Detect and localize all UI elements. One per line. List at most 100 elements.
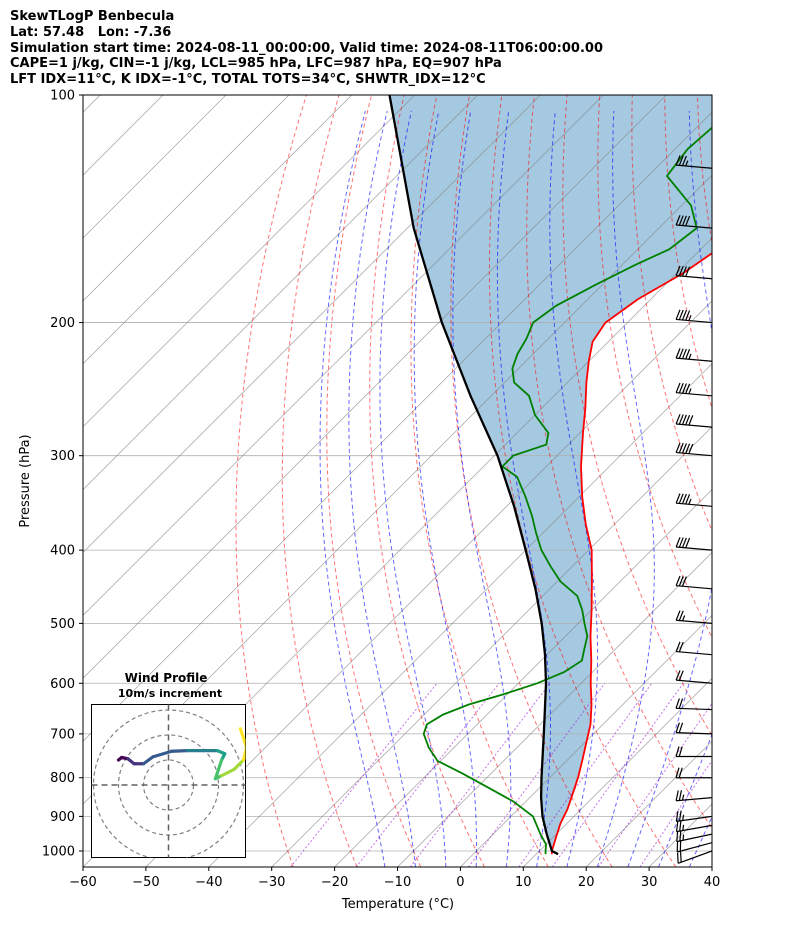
moist-adiabat-line bbox=[549, 110, 599, 867]
wind-barb-feather bbox=[681, 615, 686, 622]
wind-barb-feather bbox=[675, 348, 681, 359]
chart-header: SkewTLogP Benbecula Lat: 57.48 Lon: -7.36… bbox=[10, 9, 603, 88]
mixing-ratio-line bbox=[551, 683, 684, 867]
wind-barb-feather bbox=[678, 215, 684, 226]
wind-barb-feather bbox=[675, 810, 679, 822]
isotherm-line bbox=[397, 552, 712, 867]
wind-barb bbox=[675, 722, 712, 735]
wind-barb-staff bbox=[676, 224, 712, 229]
x-tick-label: 40 bbox=[704, 875, 721, 890]
dry-adiabat-line bbox=[410, 95, 549, 867]
wind-barb bbox=[675, 746, 712, 758]
wind-barb-staff bbox=[676, 274, 712, 280]
wind-barb-feather bbox=[685, 349, 691, 360]
wind-barb bbox=[675, 575, 712, 590]
station-title: SkewTLogP Benbecula bbox=[10, 9, 175, 24]
wind-barb-feather bbox=[688, 443, 694, 454]
wind-barb-staff bbox=[676, 318, 712, 324]
isotherm-line bbox=[271, 426, 712, 867]
wind-barb-feather bbox=[681, 215, 687, 226]
mixing-ratio-line bbox=[597, 702, 712, 867]
moist-adiabat-line bbox=[379, 110, 447, 867]
isotherm-line bbox=[208, 363, 712, 867]
wind-barb-feather bbox=[675, 746, 680, 757]
isotherm-line bbox=[83, 95, 478, 491]
wind-barb-feather bbox=[675, 575, 681, 586]
wind-barb-staff bbox=[676, 585, 712, 590]
wind-barb-feather bbox=[675, 722, 680, 733]
wind-barb-feather bbox=[681, 493, 687, 504]
wind-barb-feather bbox=[678, 790, 683, 801]
wind-barb bbox=[675, 414, 712, 428]
wind-barb bbox=[675, 767, 712, 779]
wind-barb-feather bbox=[685, 215, 691, 227]
mixing-ratio-line bbox=[290, 682, 438, 867]
isotherm-line bbox=[83, 95, 227, 239]
wind-barb-staff bbox=[676, 797, 712, 802]
wind-barb-feather bbox=[676, 82, 680, 92]
isotherm-line bbox=[145, 300, 712, 867]
wind-barb-feather bbox=[678, 746, 683, 757]
dry-adiabat-line bbox=[597, 95, 712, 639]
hodograph-segment bbox=[151, 749, 174, 759]
wind-barb-feather bbox=[675, 442, 681, 453]
isotherm-line bbox=[83, 95, 353, 365]
inset-plot bbox=[91, 704, 246, 858]
wind-barb-staff bbox=[676, 392, 712, 397]
wind-barb-feather bbox=[681, 155, 687, 166]
wind-barb-feather bbox=[685, 443, 691, 454]
wind-barb-feather bbox=[685, 414, 691, 426]
wind-barb-feather bbox=[676, 852, 679, 864]
isotherm-line bbox=[83, 95, 415, 428]
wind-barb-feather bbox=[681, 537, 687, 548]
wind-barb-feather bbox=[678, 767, 683, 778]
wind-barb-feather bbox=[685, 160, 689, 167]
hodograph-segment bbox=[216, 758, 224, 771]
wind-barb-feather bbox=[678, 641, 684, 653]
wind-barb-feather bbox=[676, 831, 679, 842]
wind-barb-staff bbox=[676, 451, 712, 457]
y-tick-label: 900 bbox=[50, 810, 75, 825]
x-axis-label: Temperature (°C) bbox=[341, 897, 454, 912]
wind-barb bbox=[676, 850, 712, 864]
pressure-gridlines bbox=[83, 95, 712, 852]
wind-barb-staff bbox=[676, 833, 712, 843]
wind-barb-feather bbox=[685, 494, 691, 505]
wind-barb bbox=[675, 641, 712, 656]
x-tick-label: 10 bbox=[515, 875, 532, 890]
moist-adiabat-line bbox=[720, 111, 794, 867]
wind-barb-feather bbox=[675, 265, 681, 276]
x-tick-label: −30 bbox=[258, 875, 285, 890]
wind-barb-feather bbox=[681, 383, 687, 394]
wind-barb-feather bbox=[678, 810, 682, 822]
wind-barb-feather bbox=[685, 383, 691, 394]
wind-barb-staff bbox=[676, 650, 712, 656]
wind-barb-feather bbox=[678, 442, 684, 454]
wind-barb-feather bbox=[678, 348, 684, 359]
simulation-times: Simulation start time: 2024-08-11_00:00:… bbox=[10, 40, 603, 56]
y-tick-label: 600 bbox=[50, 677, 75, 692]
wind-barb-feather bbox=[679, 82, 683, 92]
x-tick-label: −40 bbox=[195, 875, 222, 890]
wind-barb-feather bbox=[681, 414, 687, 425]
y-tick-label: 1000 bbox=[42, 844, 75, 859]
dry-adiabat-line bbox=[450, 95, 613, 867]
y-tick-label: 300 bbox=[50, 449, 75, 464]
hodograph-segment bbox=[241, 746, 246, 762]
dry-adiabat-line bbox=[631, 95, 712, 533]
wind-barb-feather bbox=[675, 698, 680, 709]
inset-title: Wind Profile bbox=[125, 671, 208, 685]
moist-adiabat-line bbox=[452, 110, 512, 867]
dry-adiabats bbox=[235, 95, 712, 867]
wind-barb-feather bbox=[678, 537, 684, 548]
wind-barb-feather bbox=[675, 821, 679, 832]
wind-barb-feather bbox=[678, 383, 684, 394]
dry-adiabat-line bbox=[235, 95, 307, 867]
isotherm-line bbox=[83, 95, 101, 113]
y-axis-label: Pressure (hPa) bbox=[18, 434, 33, 527]
dry-adiabat-line bbox=[281, 95, 358, 867]
wind-barb bbox=[675, 382, 712, 397]
x-tick-label: −60 bbox=[69, 875, 96, 890]
y-tick-label: 200 bbox=[50, 316, 75, 331]
wind-barb bbox=[675, 493, 712, 507]
